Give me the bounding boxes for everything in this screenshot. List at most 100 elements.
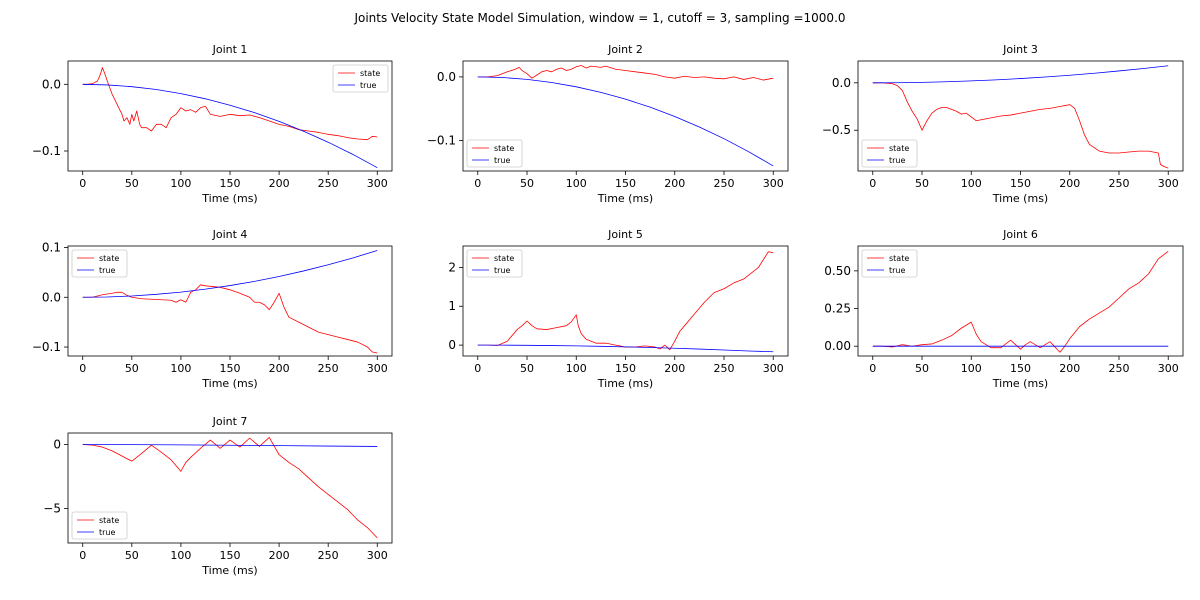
- x-tick-label: 150: [1010, 362, 1031, 375]
- x-tick-label: 100: [170, 177, 191, 190]
- x-tick-label: 0: [869, 362, 876, 375]
- x-axis-label: Time (ms): [597, 192, 653, 205]
- x-tick-label: 200: [664, 362, 685, 375]
- x-tick-label: 100: [961, 177, 982, 190]
- series-line-true: [82, 444, 378, 447]
- x-tick-label: 200: [664, 177, 685, 190]
- x-tick-label: 0: [79, 177, 86, 190]
- y-tick-label: 0: [448, 338, 456, 352]
- y-tick-label: −0.1: [427, 133, 456, 147]
- x-tick-label: 150: [615, 362, 636, 375]
- x-tick-label: 0: [79, 362, 86, 375]
- x-tick-label: 0: [474, 362, 481, 375]
- x-tick-label: 150: [615, 177, 636, 190]
- y-tick-label: 0.0: [42, 290, 61, 304]
- series-line-state: [82, 67, 378, 141]
- x-tick-label: 0: [474, 177, 481, 190]
- series-line-state: [82, 437, 378, 539]
- x-tick-label: 200: [269, 177, 290, 190]
- y-tick-label: −5: [43, 501, 61, 515]
- y-tick-label: 0.00: [824, 339, 851, 353]
- x-tick-label: 250: [1108, 362, 1129, 375]
- legend-label-true: true: [494, 156, 510, 165]
- x-tick-label: 150: [1010, 177, 1031, 190]
- series-line-state: [872, 250, 1169, 353]
- x-tick-label: 250: [318, 362, 339, 375]
- subplot-title: Joint 5: [607, 228, 643, 241]
- y-tick-label: −0.1: [32, 144, 61, 158]
- x-tick-label: 250: [713, 362, 734, 375]
- x-tick-label: 100: [170, 549, 191, 562]
- legend: state true: [466, 139, 523, 168]
- subplot-title: Joint 1: [212, 43, 248, 56]
- x-axis-label: Time (ms): [201, 377, 257, 390]
- x-tick-label: 250: [318, 549, 339, 562]
- subplot-joint-5: Joint 5 0 50 100 150 200 250 300 2 1 0 Time (ms) sta…: [448, 228, 789, 390]
- x-axis-label: Time (ms): [201, 192, 257, 205]
- series-line-true: [477, 344, 774, 353]
- series-line-state: [477, 65, 774, 81]
- legend: state true: [332, 64, 389, 93]
- legend-label-true: true: [889, 266, 905, 275]
- legend-label-state: state: [494, 144, 514, 153]
- x-tick-label: 200: [1059, 362, 1080, 375]
- x-tick-label: 50: [520, 177, 534, 190]
- x-tick-label: 150: [220, 549, 241, 562]
- x-tick-label: 300: [367, 177, 388, 190]
- subplot-joint-7: Joint 7 0 50 100 150 200 250 300 0 −5 Time (ms) sta…: [43, 415, 393, 577]
- legend-label-true: true: [889, 156, 905, 165]
- x-tick-label: 50: [125, 177, 139, 190]
- legend-label-state: state: [360, 69, 380, 78]
- legend-label-true: true: [494, 266, 510, 275]
- subplot-title: Joint 4: [212, 228, 248, 241]
- series-line-state: [82, 284, 378, 354]
- y-tick-label: 0.50: [824, 264, 851, 278]
- x-tick-label: 150: [220, 177, 241, 190]
- legend: state true: [861, 139, 918, 168]
- legend: state true: [71, 249, 128, 278]
- y-tick-label: 0.25: [824, 302, 851, 316]
- y-tick-label: 0.0: [437, 70, 456, 84]
- series-line-true: [82, 83, 378, 169]
- x-axis-label: Time (ms): [992, 192, 1048, 205]
- x-tick-label: 300: [763, 177, 784, 190]
- x-tick-label: 100: [170, 362, 191, 375]
- x-axis-label: Time (ms): [597, 377, 653, 390]
- subplot-title: Joint 6: [1002, 228, 1038, 241]
- x-tick-label: 300: [763, 362, 784, 375]
- series-line-true: [872, 65, 1169, 84]
- subplot-joint-6: Joint 6 0 50 100 150 200 250 300 0.50 0.25 0.00 Tim…: [824, 228, 1184, 390]
- legend-label-true: true: [99, 266, 115, 275]
- subplot-joint-4: Joint 4 0 50 100 150 200 250 300 0.1 0.0 −0.1 Time …: [32, 228, 393, 390]
- x-axis-label: Time (ms): [992, 377, 1048, 390]
- y-tick-label: −0.1: [32, 340, 61, 354]
- y-tick-label: 0.1: [42, 240, 61, 254]
- subplot-joint-2: Joint 2 0 50 100 150 200 250 300 0.0 −0.1 Time (ms…: [427, 43, 789, 205]
- x-tick-label: 50: [125, 362, 139, 375]
- series-line-state: [872, 82, 1169, 169]
- x-tick-label: 100: [961, 362, 982, 375]
- legend-label-true: true: [360, 81, 376, 90]
- legend: state true: [71, 511, 128, 540]
- y-tick-label: 2: [448, 260, 456, 274]
- x-axis-label: Time (ms): [201, 564, 257, 577]
- legend: state true: [466, 249, 523, 278]
- x-tick-label: 250: [318, 177, 339, 190]
- y-tick-label: −0.5: [822, 123, 851, 137]
- subplot-title: Joint 3: [1002, 43, 1038, 56]
- legend-label-true: true: [99, 528, 115, 537]
- x-tick-label: 0: [79, 549, 86, 562]
- subplot-joint-1: Joint 1 0 50 100 150 200 250 300 0.0 −0.1 Time (ms…: [32, 43, 393, 205]
- x-tick-label: 50: [520, 362, 534, 375]
- x-tick-label: 250: [713, 177, 734, 190]
- y-tick-label: 0.0: [832, 76, 851, 90]
- legend-label-state: state: [99, 254, 119, 263]
- x-tick-label: 150: [220, 362, 241, 375]
- x-tick-label: 300: [1158, 177, 1179, 190]
- x-tick-label: 200: [269, 549, 290, 562]
- subplot-title: Joint 2: [607, 43, 643, 56]
- subplot-title: Joint 7: [212, 415, 248, 428]
- x-tick-label: 200: [1059, 177, 1080, 190]
